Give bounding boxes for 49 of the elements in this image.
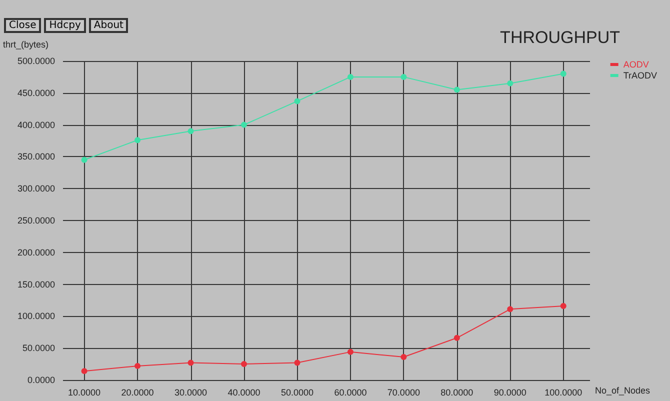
point [240,122,247,128]
point [134,137,141,144]
x-tick-label: 10.0000 [68,388,101,398]
legend-label: AODV [623,60,649,70]
y-tick-label: 50.0000 [22,343,55,354]
x-tick-label: 20.0000 [121,388,154,398]
x-axis-title: No_of_Nodes [595,386,651,396]
button[interactable]: Close [4,18,42,33]
point [347,74,354,80]
y-axis-title: thrt_(bytes) [3,40,49,50]
x-tick-label: 50.0000 [280,388,314,398]
y-tick-label: 350.0000 [17,152,55,162]
point [240,361,247,368]
point [560,302,566,309]
y-tick-label: 450.0000 [17,88,55,98]
point [507,80,514,86]
x-tick-label: 100.0000 [544,388,582,398]
point [294,98,300,104]
y-tick-label: 100.0000 [17,311,55,322]
point [81,156,88,163]
x-tick-label: 30.0000 [174,388,208,398]
chart-title: THROUGHPUT [500,28,620,47]
point [81,368,88,374]
point [294,360,300,366]
point [188,360,194,366]
point [454,86,460,93]
y-tick-label: 250.0000 [17,216,55,226]
button[interactable]: About [88,18,128,33]
point [400,354,407,360]
button[interactable]: Hdcpy [44,18,86,33]
point [507,306,514,312]
y-tick-label: 0.0000 [27,375,55,385]
y-tick-label: 150.0000 [17,279,55,290]
x-tick-label: 80.0000 [440,388,474,398]
y-tick-label: 400.0000 [17,120,55,130]
point [347,348,354,355]
x-tick-label: 70.0000 [387,388,420,398]
point [188,128,194,134]
x-tick-label: 60.0000 [334,388,367,398]
point [134,362,141,369]
y-tick-label: 500.0000 [17,56,55,66]
y-tick-label: 300.0000 [17,184,55,194]
point [400,74,407,80]
legend-label: TrAODV [623,70,658,80]
point [454,334,460,341]
point [560,70,566,77]
x-tick-label: 40.0000 [228,388,260,398]
y-tick-label: 200.0000 [17,247,55,258]
x-tick-label: 90.0000 [494,388,526,398]
